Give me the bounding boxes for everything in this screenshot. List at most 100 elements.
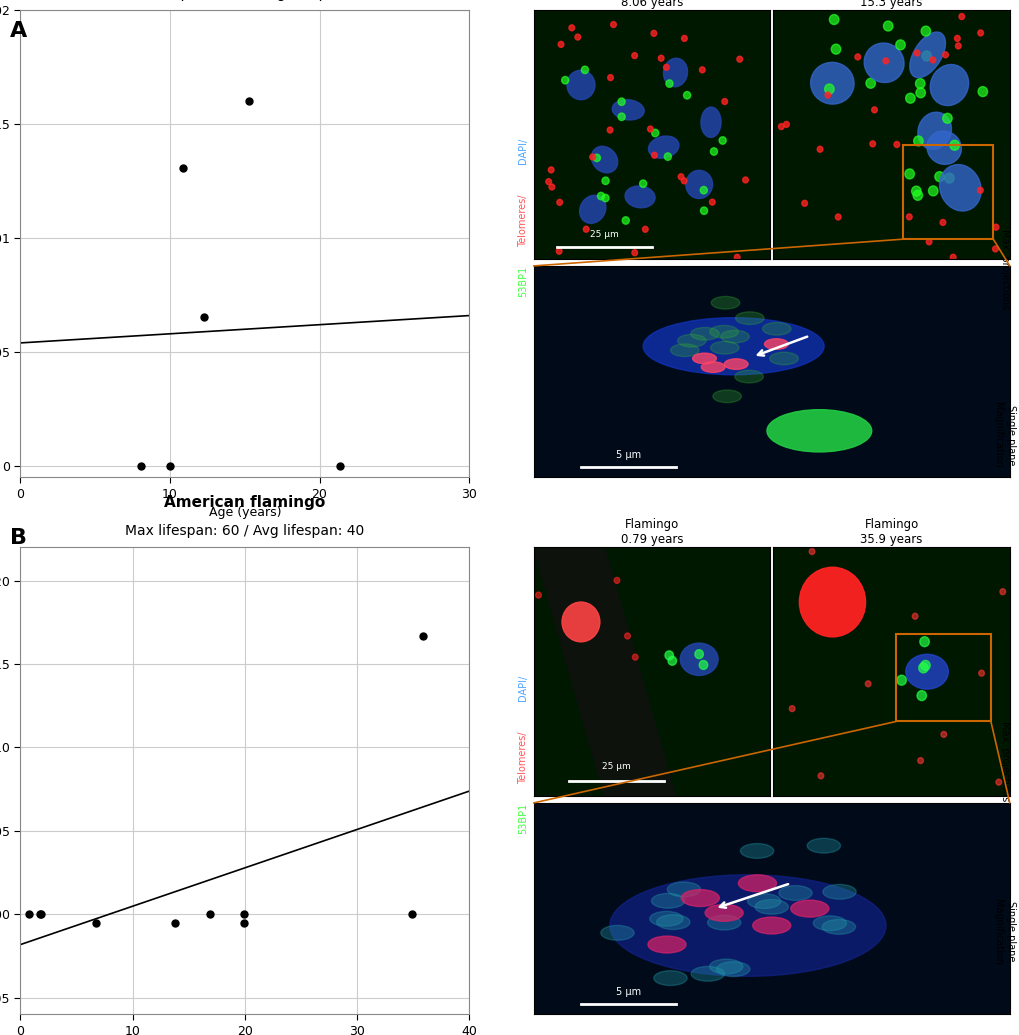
Circle shape: [561, 602, 599, 642]
Circle shape: [624, 633, 630, 639]
Title: Vulture
15.3 years: Vulture 15.3 years: [860, 0, 922, 9]
Circle shape: [913, 136, 922, 146]
Text: Max. projections: Max. projections: [999, 229, 1009, 309]
Ellipse shape: [680, 643, 717, 676]
Text: 53BP1: 53BP1: [518, 802, 528, 834]
Circle shape: [955, 42, 960, 49]
Circle shape: [949, 141, 959, 150]
Text: y = 4E-05x+0.0054
R² = 0.0008: y = 4E-05x+0.0054 R² = 0.0008: [199, 627, 335, 660]
Circle shape: [734, 371, 762, 383]
Circle shape: [666, 882, 700, 896]
Circle shape: [995, 779, 1001, 786]
Circle shape: [601, 177, 608, 184]
Point: [202, 906, 218, 922]
X-axis label: Age (years): Age (years): [208, 506, 280, 520]
Ellipse shape: [917, 112, 951, 149]
Circle shape: [920, 26, 929, 36]
Text: DAPI/: DAPI/: [518, 138, 528, 164]
Circle shape: [589, 154, 595, 160]
Text: 25 μm: 25 μm: [601, 762, 630, 771]
Circle shape: [651, 152, 656, 158]
Circle shape: [958, 13, 964, 20]
Circle shape: [882, 58, 888, 64]
Circle shape: [575, 34, 580, 40]
Circle shape: [639, 180, 646, 187]
Point: [132, 457, 149, 474]
Text: Telomeres/: Telomeres/: [518, 195, 528, 246]
Circle shape: [647, 936, 686, 953]
Circle shape: [824, 84, 834, 94]
Circle shape: [913, 50, 919, 56]
Circle shape: [704, 905, 743, 921]
Circle shape: [929, 57, 934, 63]
Point: [404, 906, 420, 922]
Circle shape: [535, 592, 541, 598]
Circle shape: [742, 177, 748, 183]
Circle shape: [925, 239, 931, 245]
Circle shape: [824, 92, 829, 98]
Ellipse shape: [810, 62, 853, 105]
Circle shape: [712, 390, 741, 403]
Circle shape: [762, 323, 791, 335]
Circle shape: [709, 148, 716, 155]
Circle shape: [783, 121, 789, 127]
Ellipse shape: [766, 410, 871, 452]
Circle shape: [919, 637, 928, 647]
Ellipse shape: [609, 875, 886, 976]
Circle shape: [720, 330, 749, 343]
Circle shape: [812, 916, 846, 930]
Point: [21, 906, 38, 922]
Circle shape: [808, 549, 814, 555]
Circle shape: [822, 884, 855, 899]
Circle shape: [681, 35, 687, 41]
Ellipse shape: [905, 654, 948, 689]
Circle shape: [763, 338, 788, 350]
Text: 53BP1: 53BP1: [518, 266, 528, 297]
Circle shape: [941, 732, 946, 737]
Circle shape: [656, 915, 689, 929]
Point: [175, 159, 192, 176]
Circle shape: [828, 14, 838, 25]
Circle shape: [657, 55, 663, 61]
Circle shape: [904, 169, 913, 179]
Text: DAPI/: DAPI/: [518, 675, 528, 701]
Text: Single plane
Magnification: Single plane Magnification: [993, 898, 1015, 965]
Circle shape: [769, 352, 798, 365]
Circle shape: [681, 178, 687, 184]
Circle shape: [734, 255, 740, 260]
Text: Single plane
Magnification: Single plane Magnification: [993, 402, 1015, 468]
Ellipse shape: [567, 70, 594, 99]
Circle shape: [545, 179, 551, 184]
Circle shape: [911, 614, 917, 619]
Circle shape: [710, 342, 739, 354]
Text: Max lifespan: 60 / Avg lifespan: 40: Max lifespan: 60 / Avg lifespan: 40: [125, 524, 364, 538]
Circle shape: [618, 98, 625, 106]
Point: [167, 914, 183, 930]
Circle shape: [556, 200, 561, 205]
Circle shape: [555, 248, 561, 255]
Circle shape: [854, 54, 860, 60]
Circle shape: [999, 589, 1005, 595]
Circle shape: [664, 651, 673, 659]
Circle shape: [642, 227, 647, 232]
Circle shape: [835, 214, 841, 220]
Circle shape: [821, 919, 855, 935]
Circle shape: [723, 359, 747, 369]
Circle shape: [895, 40, 904, 50]
Circle shape: [557, 41, 564, 48]
Circle shape: [663, 153, 671, 160]
Circle shape: [649, 912, 683, 926]
Title: Flamingo
35.9 years: Flamingo 35.9 years: [860, 519, 922, 546]
Circle shape: [993, 225, 998, 230]
Circle shape: [678, 174, 683, 180]
Point: [235, 914, 252, 930]
Circle shape: [669, 344, 698, 356]
Circle shape: [699, 660, 707, 670]
Text: A: A: [10, 21, 28, 40]
Point: [415, 628, 431, 645]
Circle shape: [817, 773, 823, 778]
Circle shape: [940, 219, 945, 226]
Circle shape: [927, 186, 937, 196]
Point: [162, 457, 178, 474]
Circle shape: [882, 21, 892, 31]
